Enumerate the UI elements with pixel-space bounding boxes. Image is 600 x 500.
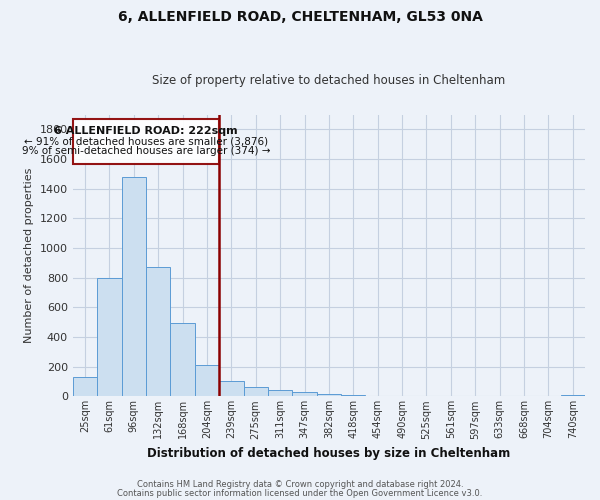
Bar	[244, 386, 268, 396]
FancyBboxPatch shape	[73, 119, 219, 164]
Bar	[122, 177, 146, 396]
Bar	[560, 394, 585, 396]
Y-axis label: Number of detached properties: Number of detached properties	[24, 168, 34, 343]
Bar	[73, 377, 97, 396]
Text: Contains HM Land Registry data © Crown copyright and database right 2024.: Contains HM Land Registry data © Crown c…	[137, 480, 463, 489]
Bar	[97, 278, 122, 396]
Bar	[268, 390, 292, 396]
Text: 6 ALLENFIELD ROAD: 222sqm: 6 ALLENFIELD ROAD: 222sqm	[54, 126, 238, 136]
Bar	[195, 365, 219, 396]
X-axis label: Distribution of detached houses by size in Cheltenham: Distribution of detached houses by size …	[147, 447, 511, 460]
Title: Size of property relative to detached houses in Cheltenham: Size of property relative to detached ho…	[152, 74, 506, 87]
Bar	[170, 323, 195, 396]
Text: 9% of semi-detached houses are larger (374) →: 9% of semi-detached houses are larger (3…	[22, 146, 270, 156]
Bar	[219, 381, 244, 396]
Text: ← 91% of detached houses are smaller (3,876): ← 91% of detached houses are smaller (3,…	[24, 136, 268, 146]
Bar	[146, 266, 170, 396]
Bar	[292, 392, 317, 396]
Text: Contains public sector information licensed under the Open Government Licence v3: Contains public sector information licen…	[118, 489, 482, 498]
Bar	[317, 394, 341, 396]
Text: 6, ALLENFIELD ROAD, CHELTENHAM, GL53 0NA: 6, ALLENFIELD ROAD, CHELTENHAM, GL53 0NA	[118, 10, 482, 24]
Bar	[341, 395, 365, 396]
